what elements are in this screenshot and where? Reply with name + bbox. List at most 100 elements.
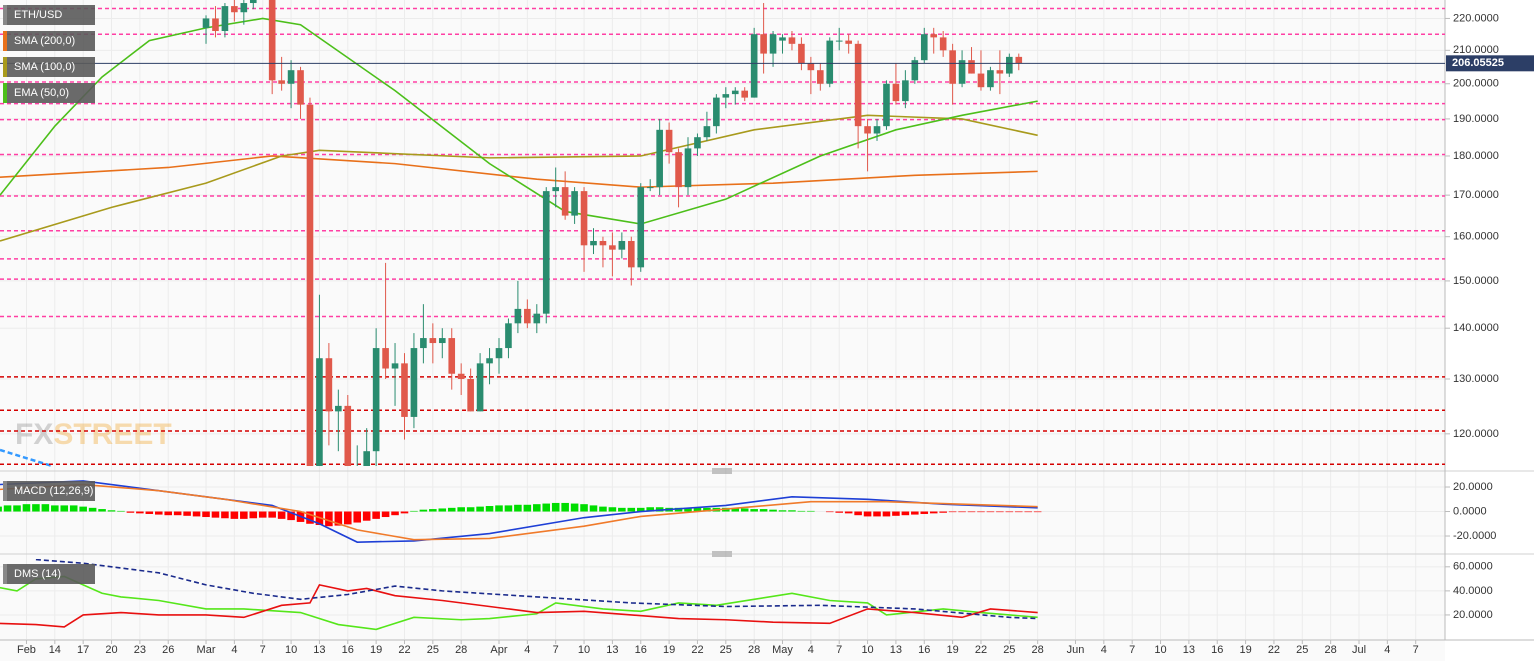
candle-body: [524, 308, 531, 324]
candle-body: [769, 34, 777, 54]
histogram-bar: [164, 511, 173, 516]
histogram-bar: [79, 506, 87, 512]
histogram-bar: [608, 507, 617, 512]
legend-label: DMS (14): [14, 568, 61, 580]
histogram-bar: [107, 510, 116, 512]
x-tick-label: 25: [720, 644, 732, 656]
x-tick-label: 25: [427, 644, 439, 656]
histogram-bar: [325, 511, 333, 527]
candle-body: [561, 187, 569, 216]
x-tick-label: 19: [946, 644, 958, 656]
candle-body: [646, 187, 654, 189]
histogram-bar: [580, 504, 588, 512]
x-tick-label: 4: [231, 644, 237, 656]
histogram-bar: [703, 507, 711, 512]
candle-body: [278, 80, 285, 84]
resize-handle[interactable]: [712, 551, 732, 557]
x-tick-label: 25: [1296, 644, 1308, 656]
candle-body: [637, 187, 645, 268]
candle-body: [864, 126, 871, 134]
histogram-bar: [863, 511, 872, 517]
candle-body: [391, 363, 399, 369]
plot-background: [0, 0, 1445, 661]
resize-handle[interactable]: [712, 468, 732, 474]
candle-body: [939, 37, 947, 51]
histogram-bar: [145, 511, 154, 514]
histogram-bar: [618, 507, 626, 512]
candle-body: [731, 90, 739, 95]
candle-body: [542, 191, 550, 314]
y-tick-label: 40.0000: [1453, 585, 1493, 597]
histogram-bar: [589, 505, 598, 512]
x-tick-label: 10: [285, 644, 297, 656]
histogram-bar: [240, 511, 248, 519]
histogram-bar: [986, 511, 995, 513]
x-tick-label: 14: [49, 644, 61, 656]
candle-body: [467, 378, 474, 412]
y-tick-label: -20.0000: [1453, 530, 1496, 542]
histogram-bar: [258, 511, 267, 518]
legend-swatch: [3, 57, 7, 77]
candle-body: [618, 240, 626, 250]
histogram-bar: [911, 511, 919, 515]
histogram-bar: [419, 509, 428, 512]
histogram-bar: [504, 505, 513, 512]
histogram-bar: [69, 505, 78, 512]
x-tick-label: 28: [1032, 644, 1044, 656]
dms-panel: [0, 559, 1038, 631]
candle-body: [807, 63, 815, 71]
legend-swatch: [3, 5, 7, 25]
candle-body: [873, 126, 881, 134]
histogram-bar: [939, 511, 947, 513]
histogram-bar: [570, 503, 579, 512]
grid: [0, 0, 1445, 639]
y-tick-label: 160.0000: [1453, 231, 1499, 243]
candle-body: [817, 70, 824, 84]
histogram-bar: [636, 507, 645, 512]
candle-body: [675, 152, 682, 188]
y-tick-label: 20.0000: [1453, 481, 1493, 493]
histogram-bar: [287, 511, 295, 521]
candle-body: [779, 37, 786, 41]
x-tick-label: Apr: [490, 644, 507, 656]
histogram-bar: [88, 507, 97, 512]
histogram-bar: [221, 511, 229, 519]
candle-body: [533, 313, 541, 324]
x-tick-label: 20: [105, 644, 117, 656]
legend-swatch: [3, 481, 7, 501]
legend-swatch: [3, 31, 7, 51]
legend-box: [3, 83, 95, 103]
y-tick-label: 180.0000: [1453, 150, 1499, 162]
histogram-bar: [154, 511, 163, 515]
histogram-bar: [788, 510, 796, 512]
candle-body: [552, 187, 560, 192]
candle-body: [297, 70, 304, 105]
histogram-bar: [599, 506, 607, 512]
histogram-bar: [485, 506, 494, 512]
y-tick-label: 130.0000: [1453, 373, 1499, 385]
candle-body: [760, 34, 767, 54]
candle-body: [287, 70, 295, 84]
candle-body: [325, 358, 333, 412]
histogram-bar: [561, 502, 569, 512]
candle-body: [363, 451, 370, 466]
histogram-bar: [41, 504, 50, 512]
histogram-bar: [731, 508, 740, 512]
histogram-bar: [835, 511, 843, 513]
x-tick-label: 10: [861, 644, 873, 656]
histogram-bar: [740, 508, 749, 512]
histogram-bar: [98, 509, 106, 512]
candle-body: [599, 240, 607, 246]
legend-label: SMA (100,0): [14, 61, 75, 73]
histogram-bar: [400, 511, 409, 514]
candle-body: [968, 60, 975, 74]
x-tick-label: 4: [524, 644, 530, 656]
x-tick-label: 28: [455, 644, 467, 656]
histogram-bar: [277, 511, 286, 519]
candle-body: [883, 83, 890, 127]
candle-body: [911, 60, 919, 81]
histogram-bar: [977, 511, 985, 513]
y-tick-label: 190.0000: [1453, 113, 1499, 125]
candle-body: [590, 240, 597, 246]
histogram-bar: [136, 511, 144, 514]
